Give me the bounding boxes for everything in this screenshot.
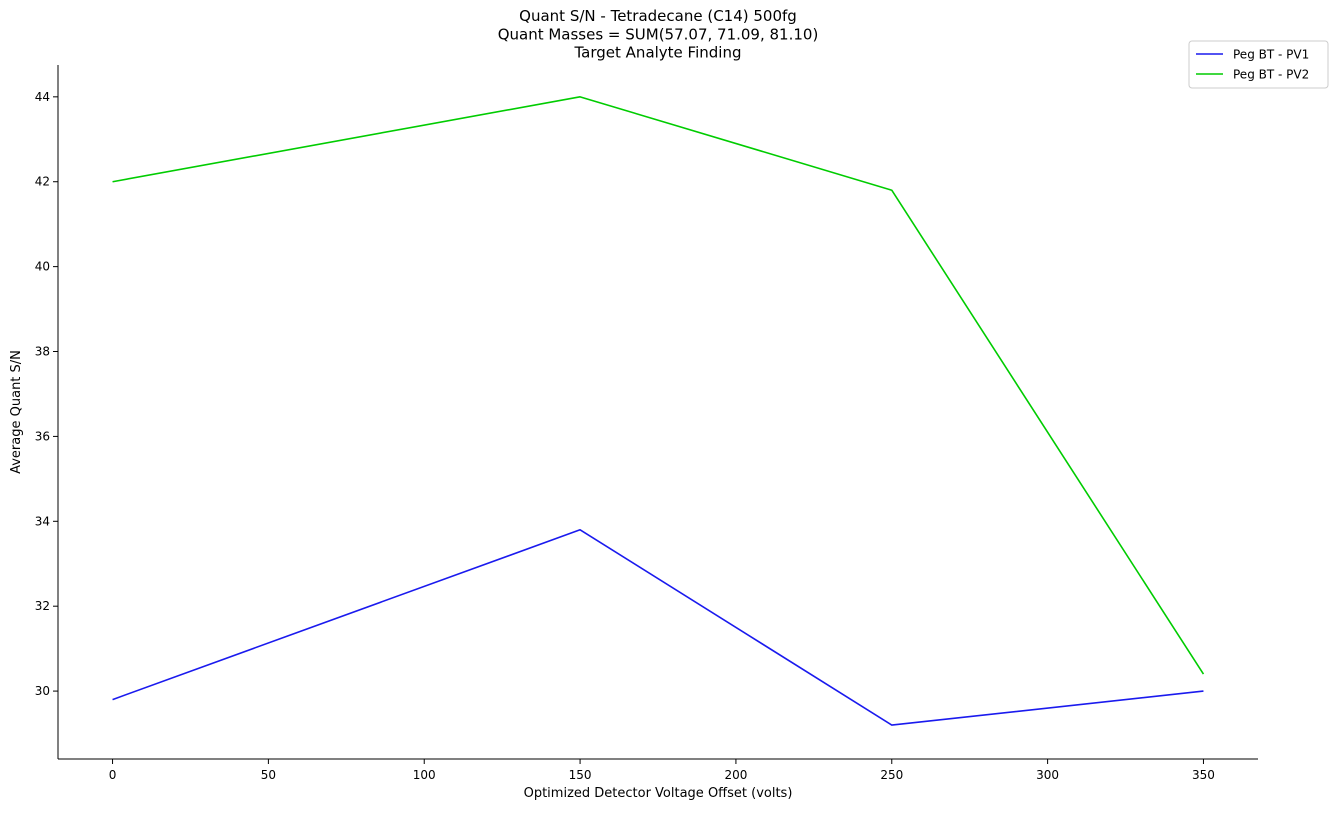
y-tick-label: 38 — [35, 345, 50, 359]
x-tick-label: 250 — [880, 768, 903, 782]
chart-title: Quant S/N - Tetradecane (C14) 500fg Quan… — [498, 7, 819, 62]
chart-title-line-3: Target Analyte Finding — [574, 44, 742, 62]
x-tick-label: 0 — [109, 768, 117, 782]
y-axis-label: Average Quant S/N — [9, 350, 24, 474]
x-tick-label: 200 — [724, 768, 747, 782]
x-tick-label: 50 — [261, 768, 276, 782]
axes — [57, 65, 1258, 760]
y-tick-label: 36 — [35, 429, 50, 443]
x-ticks: 0 50 100 150 200 250 300 350 — [109, 759, 1215, 782]
y-tick-label: 32 — [35, 599, 50, 613]
series-line-1 — [112, 528, 1204, 726]
x-tick-label: 100 — [413, 768, 436, 782]
y-tick-label: 42 — [35, 175, 50, 189]
legend: Peg BT - PV1 Peg BT - PV2 — [1188, 40, 1329, 89]
legend-label-1: Peg BT - PV1 — [1233, 48, 1309, 62]
legend-box — [1188, 40, 1329, 89]
series-line-2 — [112, 96, 1205, 675]
x-tick-label: 300 — [1036, 768, 1059, 782]
x-axis-label: Optimized Detector Voltage Offset (volts… — [524, 786, 793, 801]
chart-title-line-2: Quant Masses = SUM(57.07, 71.09, 81.10) — [498, 26, 819, 44]
series-lines — [112, 96, 1205, 726]
y-tick-label: 34 — [35, 514, 50, 528]
y-ticks: 30 32 34 36 38 40 42 44 — [35, 90, 58, 698]
y-tick-label: 44 — [35, 90, 50, 104]
y-tick-label: 30 — [35, 684, 50, 698]
chart-title-line-1: Quant S/N - Tetradecane (C14) 500fg — [519, 7, 797, 25]
x-tick-label: 150 — [569, 768, 592, 782]
x-tick-label: 350 — [1192, 768, 1215, 782]
y-tick-label: 40 — [35, 260, 50, 274]
legend-label-2: Peg BT - PV2 — [1233, 68, 1309, 82]
